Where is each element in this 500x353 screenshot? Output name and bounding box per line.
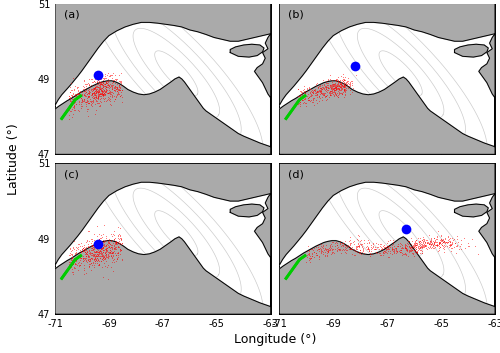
Polygon shape: [280, 163, 495, 265]
Polygon shape: [254, 34, 270, 147]
Polygon shape: [280, 163, 495, 314]
Polygon shape: [230, 44, 264, 57]
Polygon shape: [55, 4, 270, 105]
Polygon shape: [254, 193, 270, 307]
Polygon shape: [55, 237, 270, 314]
Polygon shape: [55, 77, 270, 154]
Polygon shape: [280, 4, 495, 154]
Polygon shape: [454, 44, 488, 57]
Polygon shape: [280, 4, 495, 105]
Polygon shape: [479, 193, 495, 307]
Polygon shape: [479, 34, 495, 147]
Text: Latitude (°): Latitude (°): [8, 123, 20, 195]
Text: (c): (c): [64, 169, 78, 179]
Polygon shape: [280, 77, 495, 154]
Polygon shape: [454, 204, 488, 217]
Text: (b): (b): [288, 10, 304, 19]
Polygon shape: [55, 163, 270, 265]
Polygon shape: [55, 163, 270, 314]
Text: Longitude (°): Longitude (°): [234, 333, 316, 346]
Polygon shape: [55, 4, 270, 154]
Text: (d): (d): [288, 169, 304, 179]
Polygon shape: [280, 237, 495, 314]
Text: (a): (a): [64, 10, 80, 19]
Polygon shape: [230, 204, 264, 217]
